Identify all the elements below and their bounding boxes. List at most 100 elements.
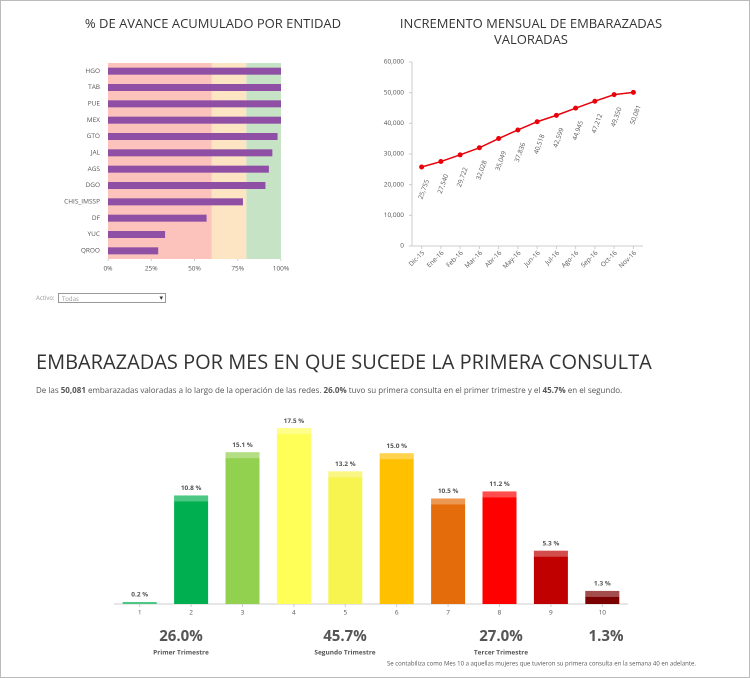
y-tick-label: DGO xyxy=(86,180,101,189)
bar xyxy=(108,198,243,206)
bar-cap xyxy=(225,452,260,459)
trimester-label: Tercer Trimestre xyxy=(474,648,528,657)
bar-cap xyxy=(585,590,620,597)
footnote: Se contabiliza como Mes 10 a aquellas mu… xyxy=(387,660,696,668)
intro-part: 45.7% xyxy=(543,385,566,396)
value-label: 0.2 % xyxy=(131,590,148,599)
intro-part: embarazadas valoradas a lo largo de la o… xyxy=(86,385,324,396)
bar xyxy=(482,491,517,604)
point xyxy=(419,164,425,170)
bar xyxy=(108,165,269,173)
x-tick-label: Nov-16 xyxy=(616,248,638,270)
x-tick-label: Jun-16 xyxy=(521,248,542,269)
x-tick-label: 25% xyxy=(145,264,158,273)
point xyxy=(611,92,617,98)
y-tick-label: YUC xyxy=(88,229,100,238)
value-label: 17.5 % xyxy=(284,416,305,425)
x-tick-label: Ene-16 xyxy=(424,248,445,269)
band xyxy=(108,63,212,259)
bar xyxy=(108,247,159,255)
value-label: 10.8 % xyxy=(181,483,202,492)
x-tick-label: May-16 xyxy=(500,248,522,270)
bar-cap xyxy=(122,601,157,604)
value-label: 11.2 % xyxy=(489,479,510,488)
value-label: 15.0 % xyxy=(386,441,407,450)
bar xyxy=(431,498,466,604)
bar xyxy=(328,471,363,604)
y-tick-label: 40,000 xyxy=(384,118,405,127)
y-tick-label: 10,000 xyxy=(384,210,405,219)
value-label: 25,755 xyxy=(416,178,431,200)
point xyxy=(573,105,579,111)
bar xyxy=(379,453,414,604)
bar xyxy=(108,182,266,189)
band xyxy=(211,63,247,259)
value-label: 13.2 % xyxy=(335,459,356,468)
bar xyxy=(108,214,207,222)
x-tick-label: 5 xyxy=(343,608,347,617)
bar-cap xyxy=(328,471,363,478)
y-tick-label: GTO xyxy=(87,131,100,140)
bar xyxy=(225,452,260,604)
point xyxy=(457,152,463,158)
point xyxy=(630,89,636,95)
y-tick-label: MEX xyxy=(87,115,100,124)
value-label: 40,518 xyxy=(531,133,546,155)
intro-part: 50,081 xyxy=(61,385,86,396)
point xyxy=(534,119,540,125)
trimester-value: 26.0% xyxy=(159,626,203,646)
x-tick-label: Oct-16 xyxy=(598,248,619,269)
intro-part: tuvo su primera consulta en el primer tr… xyxy=(347,385,543,396)
point xyxy=(592,98,598,104)
value-label: 37,836 xyxy=(512,141,527,163)
value-label: 47,212 xyxy=(589,112,604,134)
y-tick-label: TAB xyxy=(88,82,100,91)
value-label: 35,049 xyxy=(493,149,508,171)
intro: De las 50,081 embarazadas valoradas a lo… xyxy=(36,385,622,396)
value-label: 50,081 xyxy=(627,104,642,126)
bar-cap xyxy=(533,550,568,557)
chart-title: INCREMENTO MENSUAL DE EMBARAZADAS VALORA… xyxy=(399,14,663,48)
intro-part: De las xyxy=(36,385,61,396)
y-tick-label: 30,000 xyxy=(384,149,405,158)
value-label: 29,722 xyxy=(454,166,469,188)
x-tick-label: 100% xyxy=(273,264,290,273)
x-tick-label: 75% xyxy=(231,264,244,273)
y-tick-label: HGO xyxy=(85,66,100,75)
x-tick-label: 9 xyxy=(549,608,553,617)
bar xyxy=(276,428,311,604)
point xyxy=(496,136,502,142)
y-tick-label: AGS xyxy=(88,164,101,173)
x-tick-label: 8 xyxy=(498,608,502,617)
section-title: EMBARAZADAS POR MES EN QUE SUCEDE LA PRI… xyxy=(36,348,652,375)
bar xyxy=(122,601,157,604)
x-tick-label: 50% xyxy=(188,264,201,273)
bar xyxy=(108,231,166,238)
trimester-value: 45.7% xyxy=(323,626,367,646)
x-tick-label: Ago-16 xyxy=(559,248,580,269)
bar xyxy=(108,133,278,140)
value-label: 5.3 % xyxy=(542,538,559,547)
bar xyxy=(108,100,281,108)
bar xyxy=(585,590,620,604)
bar xyxy=(108,116,281,124)
x-tick-label: Dic-15 xyxy=(406,248,426,268)
x-tick-label: Sep-16 xyxy=(579,248,600,269)
filter-select[interactable]: Todas xyxy=(58,293,166,304)
value-label: 44,945 xyxy=(570,119,585,141)
point xyxy=(553,112,559,118)
value-label: 32,028 xyxy=(473,159,488,181)
y-tick-label: JAL xyxy=(90,148,101,157)
y-tick-label: 20,000 xyxy=(384,179,405,188)
bar-cap xyxy=(379,453,414,460)
bar xyxy=(108,149,273,157)
trimester-value: 27.0% xyxy=(479,626,523,646)
x-tick-label: 7 xyxy=(446,608,450,617)
value-label: 10.5 % xyxy=(438,486,459,495)
intro-part: en el segundo. xyxy=(566,385,622,396)
x-tick-label: 4 xyxy=(292,608,296,617)
y-tick-label: CHIS_IMSSP xyxy=(64,197,100,206)
y-tick-label: 50,000 xyxy=(384,87,405,96)
